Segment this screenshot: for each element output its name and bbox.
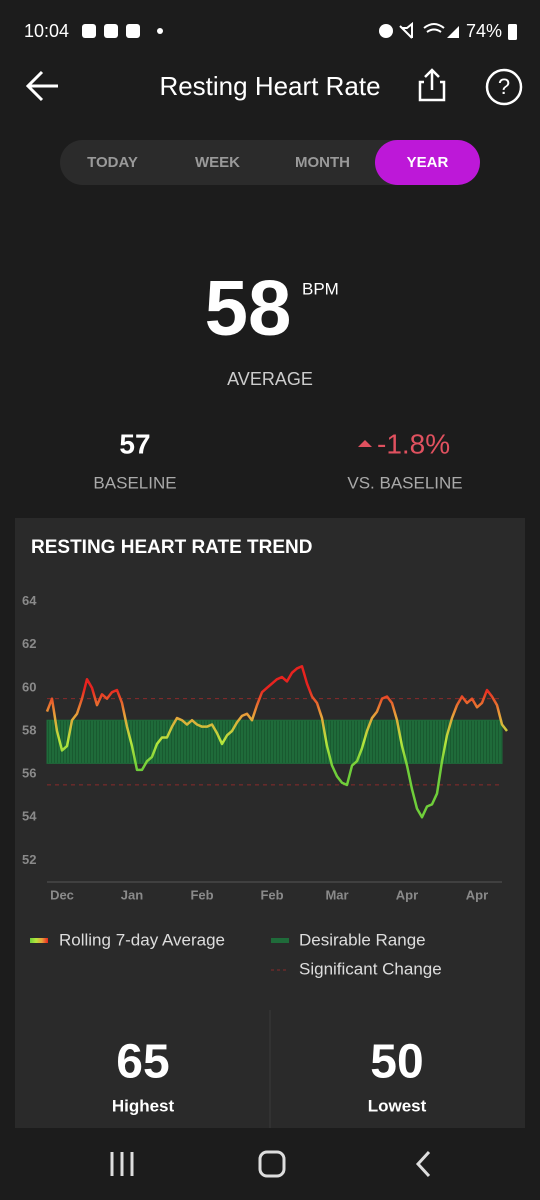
x-tick-label: Apr (396, 887, 418, 902)
header-title: Resting Heart Rate (159, 71, 380, 101)
status-battery: 74% (466, 21, 502, 41)
y-tick-label: 56 (22, 766, 36, 781)
y-tick-label: 54 (22, 809, 37, 824)
help-button[interactable]: ? (485, 68, 523, 106)
share-button[interactable] (418, 68, 446, 102)
baseline-label: BASELINE (93, 473, 176, 492)
x-tick-label: Jan (121, 887, 143, 902)
chart-title: RESTING HEART RATE TREND (31, 537, 312, 558)
highest-label: Highest (112, 1096, 175, 1115)
legend-swatch (271, 938, 289, 943)
nav-bar (110, 1150, 431, 1178)
desirable-range (46, 719, 503, 764)
lowest-value: 50 (370, 1036, 423, 1089)
tab[interactable]: YEAR (407, 154, 449, 171)
tab[interactable]: MONTH (295, 154, 350, 171)
back-button[interactable] (25, 70, 58, 102)
recents-button[interactable] (110, 1152, 134, 1176)
legend-swatch (30, 938, 48, 943)
legend-label: Rolling 7-day Average (59, 930, 225, 949)
tab[interactable]: WEEK (195, 154, 240, 171)
x-tick-label: Apr (466, 887, 488, 902)
help-icon: ? (498, 74, 510, 99)
legend-label: Significant Change (299, 959, 442, 978)
tab-bar (60, 140, 480, 185)
lowest-label: Lowest (368, 1096, 427, 1115)
average-unit: BPM (302, 279, 339, 298)
baseline-value: 57 (119, 428, 150, 459)
trend-line (45, 665, 508, 819)
change-arrow (358, 440, 372, 447)
y-tick-label: 52 (22, 852, 36, 867)
y-tick-label: 60 (22, 679, 36, 694)
status-time: 10:04 (24, 21, 69, 41)
average-value: 58 (205, 264, 292, 352)
y-tick-label: 64 (22, 593, 37, 608)
status-icons (82, 21, 517, 40)
change-label: VS. BASELINE (347, 473, 462, 492)
highest-value: 65 (116, 1036, 169, 1089)
x-tick-label: Feb (190, 887, 213, 902)
average-label: AVERAGE (227, 369, 313, 389)
legend-label: Desirable Range (299, 930, 426, 949)
active-tab (375, 140, 480, 185)
tab[interactable]: TODAY (87, 154, 138, 171)
y-tick-label: 62 (22, 636, 36, 651)
x-tick-label: Mar (325, 887, 348, 902)
x-tick-label: Dec (50, 887, 74, 902)
y-tick-label: 58 (22, 722, 36, 737)
home-button[interactable] (258, 1150, 286, 1178)
x-tick-label: Feb (260, 887, 283, 902)
nav-back-button[interactable] (415, 1150, 431, 1178)
change-value: -1.8% (377, 428, 450, 459)
